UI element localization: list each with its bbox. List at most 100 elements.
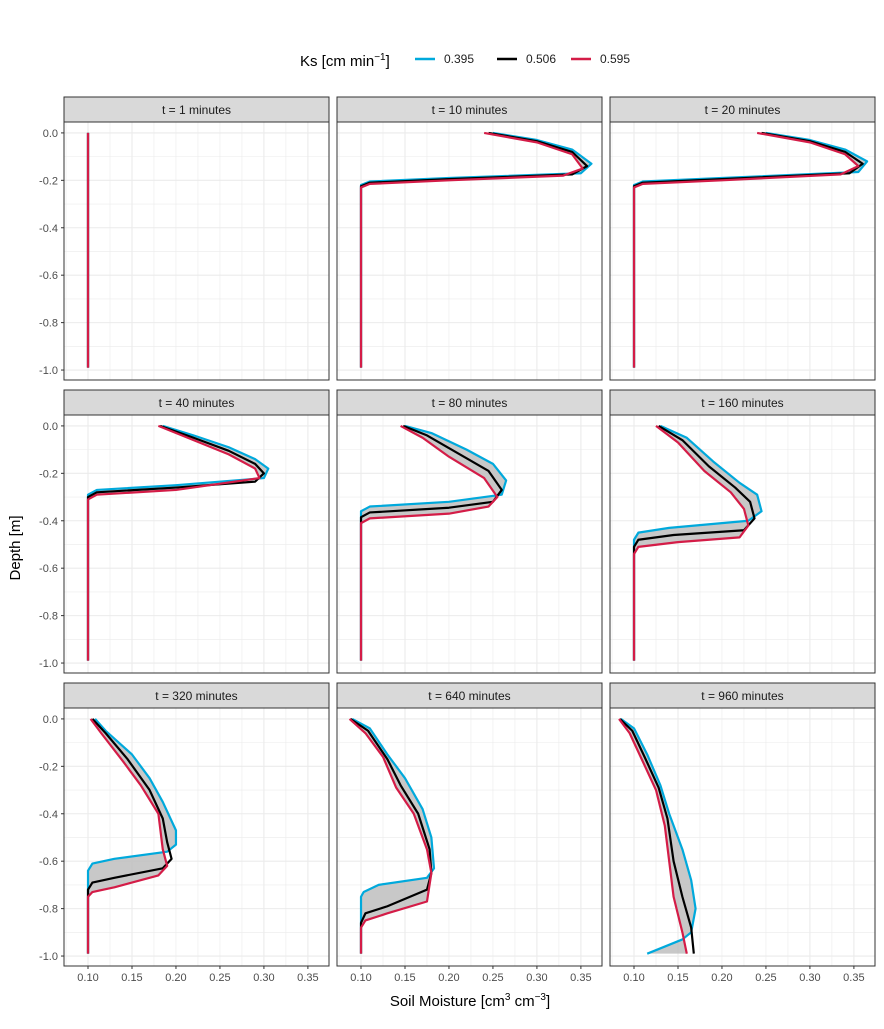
plot-background — [64, 122, 329, 380]
series-line-0.395 — [86, 424, 270, 661]
y-tick-label: -0.6 — [39, 563, 58, 575]
panel-t-80-minutes: t = 80 minutes — [336, 389, 603, 674]
panel-t-20-minutes: t = 20 minutes — [609, 96, 876, 381]
x-tick-label: 0.10 — [77, 972, 98, 984]
panel-border — [609, 121, 876, 381]
y-axis-title: Depth [m] — [7, 515, 24, 580]
x-tick-label: 0.25 — [755, 972, 776, 984]
series-line-0.506 — [86, 718, 173, 954]
series-line-0.506 — [619, 718, 695, 954]
uncertainty-ribbon — [619, 718, 696, 954]
strip — [609, 682, 876, 709]
x-tick-label: 0.15 — [394, 972, 415, 984]
y-tick-label: -0.2 — [39, 761, 58, 773]
strip — [63, 96, 330, 123]
strip-title: t = 40 minutes — [159, 396, 235, 410]
y-tick-label: -0.6 — [39, 856, 58, 868]
y-tick-label: 0.0 — [43, 714, 58, 726]
x-tick-label: 0.35 — [843, 972, 864, 984]
x-tick-label: 0.25 — [209, 972, 230, 984]
plot-background — [337, 122, 602, 380]
series-line-0.595 — [86, 718, 169, 954]
y-tick-label: -0.4 — [39, 223, 58, 235]
panel-border — [63, 121, 330, 381]
x-tick-label: 0.35 — [297, 972, 318, 984]
plot-background — [610, 122, 875, 380]
series-line-0.506 — [349, 717, 433, 954]
strip — [336, 682, 603, 709]
x-tick-label: 0.20 — [711, 972, 732, 984]
panel-border — [336, 707, 603, 967]
strip-title: t = 10 minutes — [432, 103, 508, 117]
x-tick-label: 0.10 — [623, 972, 644, 984]
x-tick-label: 0.35 — [570, 972, 591, 984]
series-line-0.595 — [86, 424, 261, 661]
series-line-0.595 — [359, 424, 499, 661]
legend: Ks [cm min−1] 0.395 0.506 0.595 — [300, 52, 630, 70]
panel-border — [609, 414, 876, 674]
legend-title: Ks [cm min−1] — [300, 52, 390, 70]
uncertainty-ribbon — [634, 425, 762, 661]
x-tick-label: 0.30 — [526, 972, 547, 984]
x-tick-label: 0.30 — [799, 972, 820, 984]
y-tick-label: 0.0 — [43, 421, 58, 433]
series-line-0.595 — [359, 131, 584, 368]
y-tick-label: -0.8 — [39, 611, 58, 623]
y-tick-label: -0.6 — [39, 270, 58, 282]
panel-border — [336, 121, 603, 381]
x-tick-label: 0.25 — [482, 972, 503, 984]
x-tick-label: 0.10 — [350, 972, 371, 984]
y-tick-label: -0.8 — [39, 904, 58, 916]
strip-title: t = 320 minutes — [155, 689, 237, 703]
x-axis-title: Soil Moisture [cm3 cm−3] — [390, 992, 550, 1010]
panel-border — [63, 414, 330, 674]
series-line-0.595 — [348, 718, 433, 954]
series-line-0.395 — [351, 717, 436, 954]
panel-t-40-minutes: t = 40 minutes 0.0 -0.2 -0.4 -0.6 -0.8 -1.0 — [39, 389, 330, 674]
panel-t-1-minutes: t = 1 minutes 0.0 -0.2 -0.4 -0.6 -0.8 -1.0 — [39, 96, 330, 381]
panel-t-640-minutes: t = 640 minutes 0.10 0.15 0.20 0.25 0.30 0.35 — [336, 682, 603, 984]
strip — [609, 389, 876, 416]
strip — [609, 96, 876, 123]
y-tick-label: -0.8 — [39, 318, 58, 330]
series-line-0.395 — [620, 718, 697, 955]
y-tick-label: -0.2 — [39, 468, 58, 480]
strip-title: t = 640 minutes — [428, 689, 510, 703]
panel-t-320-minutes: t = 320 minutes 0.0 -0.2 -0.4 -0.6 -0.8 -1.0 0.… — [39, 682, 330, 984]
strip-title: t = 960 minutes — [701, 689, 783, 703]
y-tick-label: -1.0 — [39, 951, 58, 963]
legend-label: 0.506 — [526, 52, 556, 66]
plot-background — [64, 415, 329, 673]
y-tick-label: -0.2 — [39, 175, 58, 187]
x-tick-label: 0.20 — [438, 972, 459, 984]
series-line-0.395 — [86, 718, 178, 954]
plot-background — [64, 708, 329, 966]
legend-label: 0.595 — [600, 52, 630, 66]
panel-border — [63, 707, 330, 967]
series-line-0.395 — [359, 424, 508, 661]
strip-title: t = 1 minutes — [162, 103, 231, 117]
y-tick-label: -1.0 — [39, 658, 58, 670]
strip-title: t = 80 minutes — [432, 396, 508, 410]
y-tick-label: -0.4 — [39, 516, 58, 528]
strip-title: t = 20 minutes — [705, 103, 781, 117]
x-tick-label: 0.30 — [253, 972, 274, 984]
series-line-0.595 — [632, 425, 750, 661]
x-tick-label: 0.20 — [165, 972, 186, 984]
series-line-0.506 — [632, 424, 756, 661]
plot-background — [610, 708, 875, 966]
series-line-0.595 — [618, 718, 688, 954]
panel-border — [609, 707, 876, 967]
series-line-0.595 — [632, 131, 860, 368]
panel-t-960-minutes: t = 960 minutes 0.10 0.15 0.20 0.25 0.30 0.35 — [609, 682, 876, 984]
y-tick-label: -0.4 — [39, 809, 58, 821]
panel-t-160-minutes: t = 160 minutes — [609, 389, 876, 674]
x-tick-label: 0.15 — [667, 972, 688, 984]
strip-title: t = 160 minutes — [701, 396, 783, 410]
series-line-0.395 — [632, 424, 763, 661]
panel-t-10-minutes: t = 10 minutes — [336, 96, 603, 381]
panel-border — [336, 414, 603, 674]
y-tick-label: 0.0 — [43, 128, 58, 140]
